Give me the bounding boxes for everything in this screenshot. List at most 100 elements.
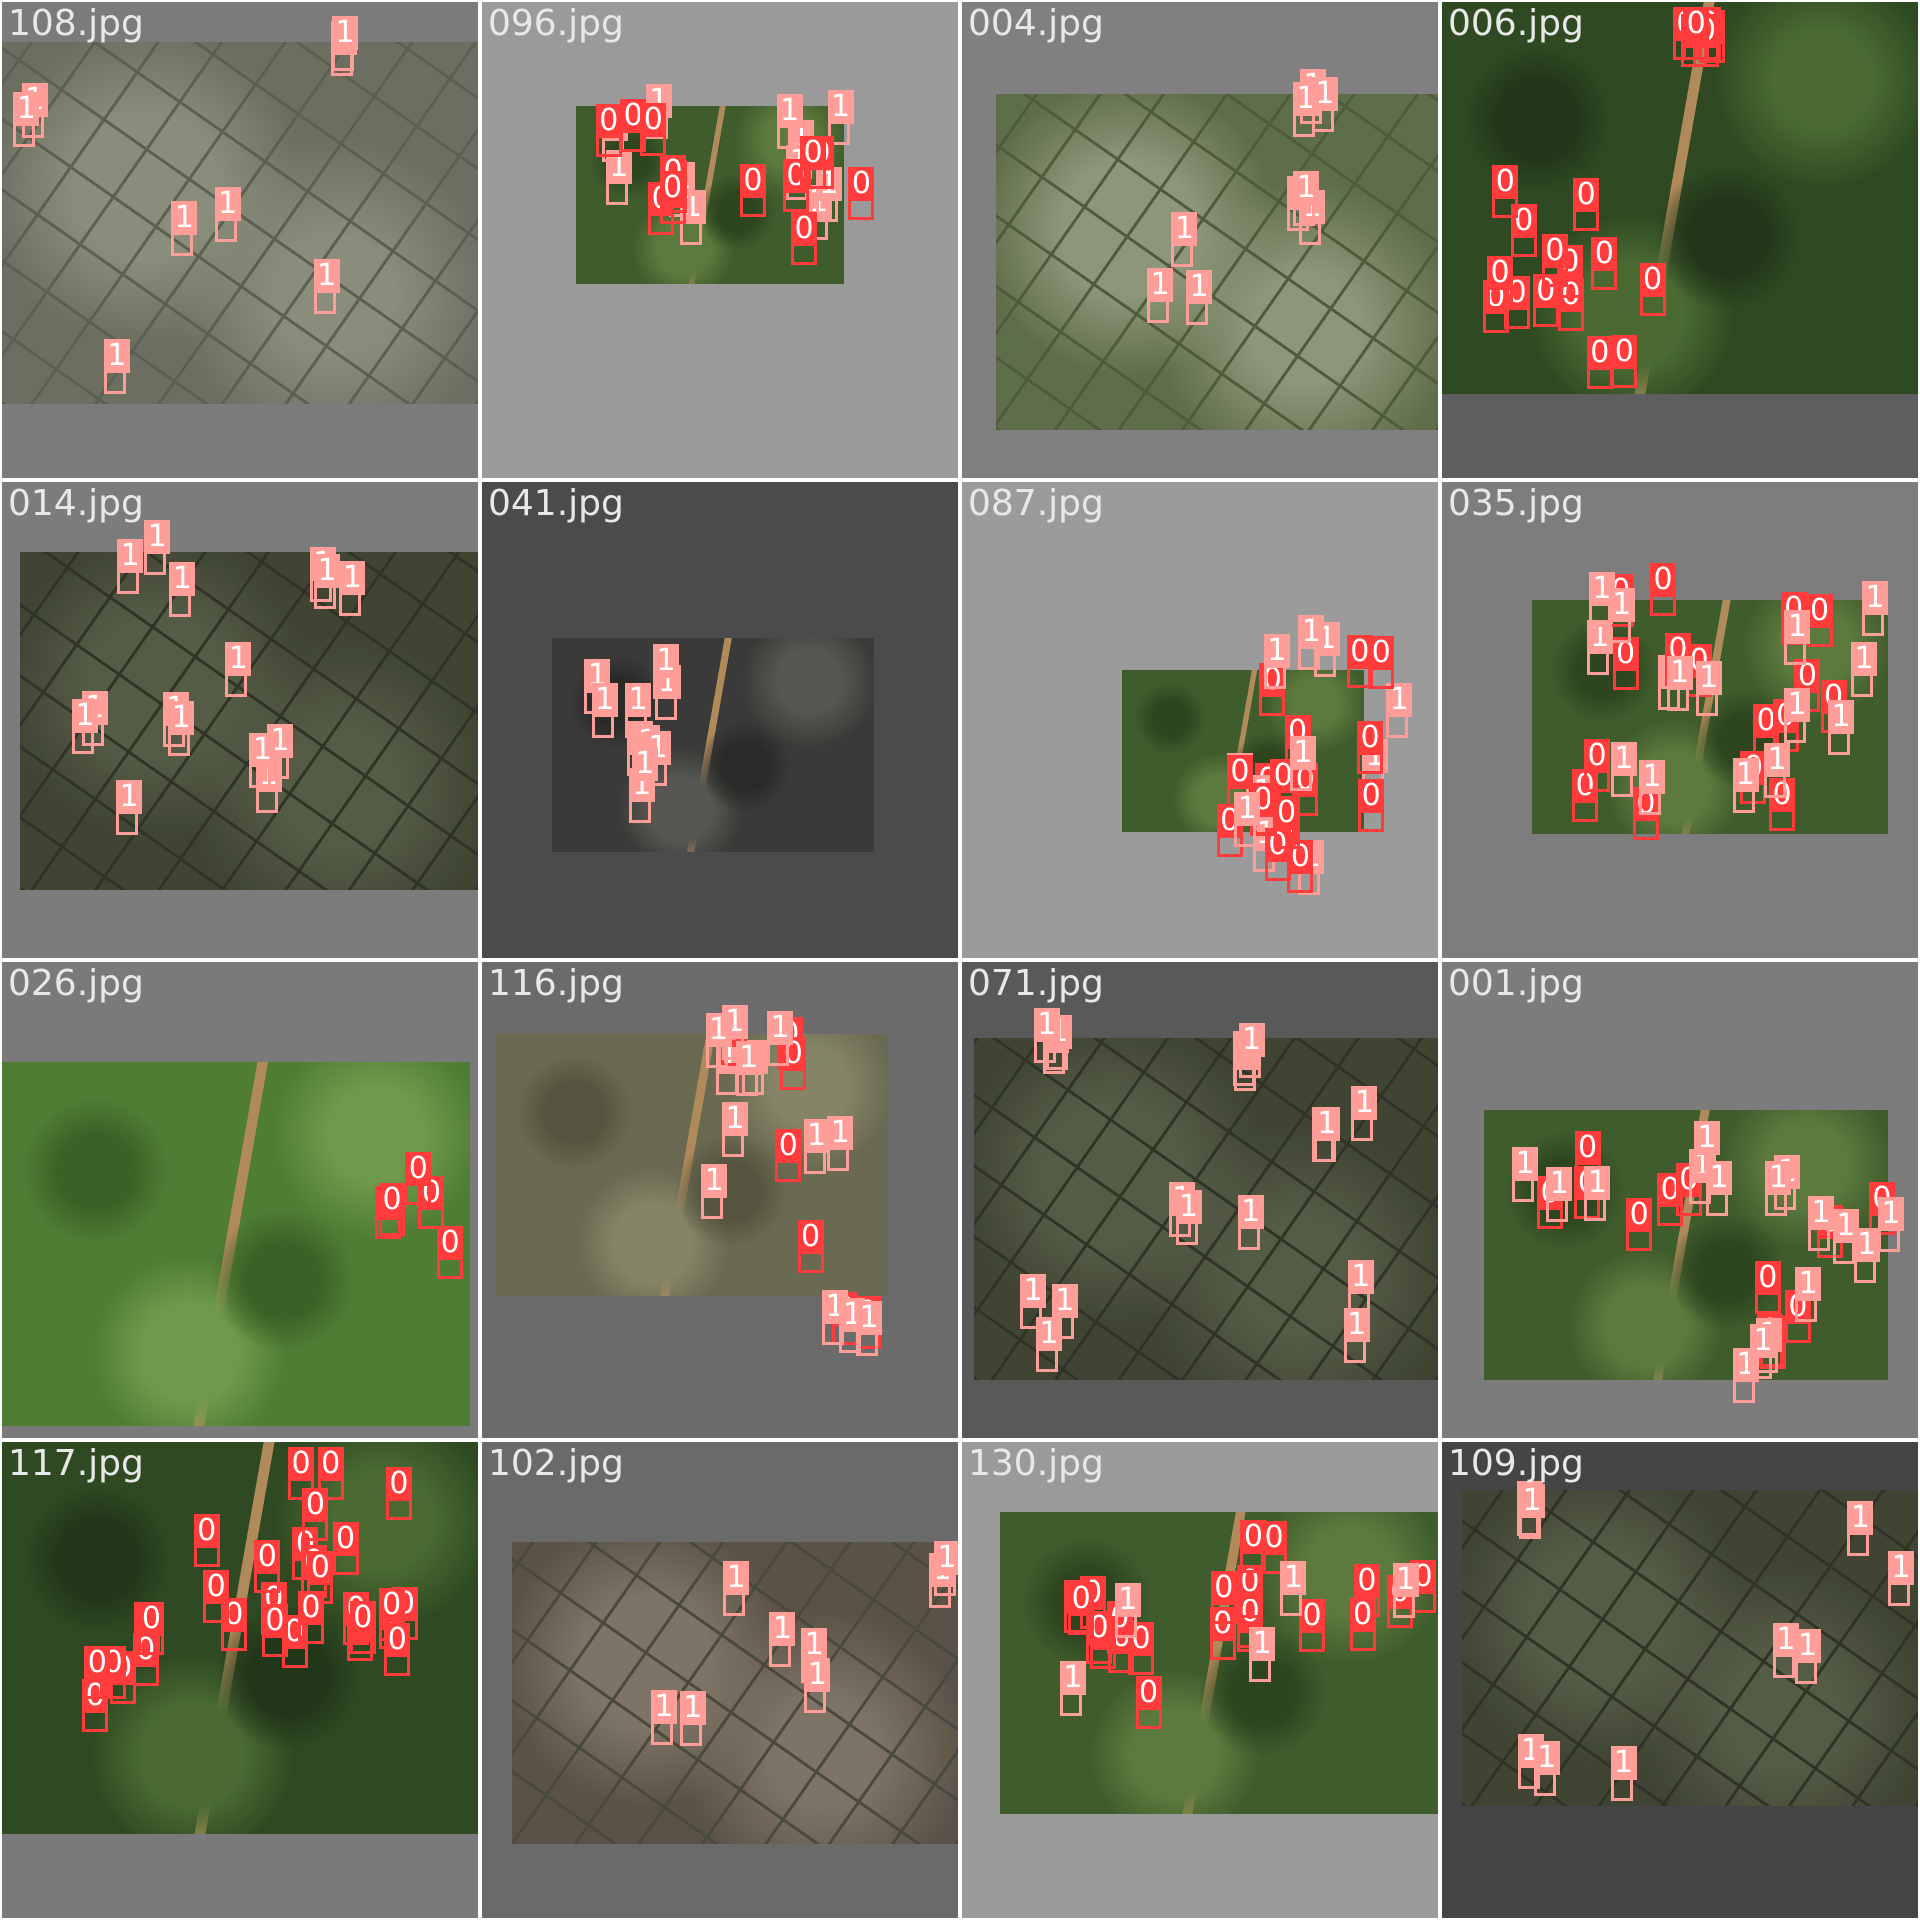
detection-class-label: 1 bbox=[1610, 1745, 1637, 1780]
detection-class-label: 0 bbox=[1237, 1595, 1264, 1630]
detection-class-label: 1 bbox=[1795, 1266, 1822, 1301]
detection-class-label: 0 bbox=[437, 1226, 464, 1261]
detection-box: 1 bbox=[1847, 1500, 1874, 1556]
detection-class-label: 1 bbox=[1386, 683, 1413, 718]
mosaic-tile[interactable]: 035.jpg1110000000000000000111111111111 bbox=[1442, 482, 1918, 958]
tile-filename: 004.jpg bbox=[968, 3, 1104, 44]
detection-box: 1 bbox=[1293, 171, 1320, 227]
detection-class-label: 0 bbox=[384, 1622, 411, 1657]
aerial-photo bbox=[2, 1062, 470, 1426]
detection-box: 1 bbox=[1794, 1628, 1821, 1684]
tile-filename: 026.jpg bbox=[8, 963, 144, 1004]
detection-class-label: 0 bbox=[1135, 1675, 1162, 1710]
detection-box: 1 bbox=[1666, 656, 1693, 712]
detection-box: 1 bbox=[1351, 1086, 1378, 1142]
detection-class-label: 1 bbox=[1238, 1022, 1265, 1057]
detection-box: 1 bbox=[1298, 614, 1325, 670]
detection-box: 0 bbox=[82, 1679, 109, 1733]
detection-class-label: 0 bbox=[1754, 1260, 1781, 1295]
detection-class-label: 0 bbox=[1068, 1581, 1095, 1616]
detection-box: 0 bbox=[138, 1602, 165, 1656]
detection-box: 1 bbox=[1808, 1195, 1834, 1251]
detection-class-label: 0 bbox=[775, 1129, 802, 1164]
mosaic-tile[interactable]: 014.jpg111111111111111 bbox=[2, 482, 478, 958]
tile-filename: 014.jpg bbox=[8, 483, 144, 524]
detection-box: 1 bbox=[214, 187, 241, 243]
detection-box: 1 bbox=[103, 339, 130, 395]
detection-class-label: 0 bbox=[288, 1447, 315, 1481]
detection-box: 0 bbox=[1557, 278, 1584, 332]
detection-box: 1 bbox=[1347, 1259, 1374, 1315]
detection-class-label: 1 bbox=[1638, 759, 1665, 794]
detection-class-label: 1 bbox=[116, 779, 143, 814]
detection-box: 1 bbox=[839, 1297, 866, 1353]
mosaic-tile[interactable]: 096.jpg111111111110000000000000 bbox=[482, 2, 958, 478]
detection-box: 1 bbox=[13, 92, 40, 148]
detection-class-label: 1 bbox=[827, 1115, 854, 1150]
detection-class-label: 1 bbox=[723, 1560, 750, 1595]
detection-box: 0 bbox=[1358, 778, 1385, 832]
detection-box: 1 bbox=[679, 189, 706, 245]
detection-class-label: 1 bbox=[1784, 687, 1811, 722]
detection-box: 1 bbox=[1586, 620, 1613, 676]
aerial-photo bbox=[2, 42, 478, 404]
detection-box: 0 bbox=[1541, 233, 1568, 287]
detection-class-label: 1 bbox=[1851, 641, 1878, 676]
tile-filename: 041.jpg bbox=[488, 483, 624, 524]
mosaic-tile[interactable]: 130.jpg00000000000000000000011111 bbox=[962, 1442, 1438, 1918]
detection-class-label: 1 bbox=[591, 682, 618, 717]
detection-box: 1 bbox=[654, 665, 681, 721]
detection-class-label: 1 bbox=[1311, 76, 1338, 111]
tile-filename: 116.jpg bbox=[488, 963, 624, 1004]
detection-class-label: 1 bbox=[1263, 633, 1290, 668]
detection-box: 1 bbox=[1828, 700, 1855, 756]
detection-class-label: 0 bbox=[797, 1219, 824, 1254]
detection-box: 0 bbox=[659, 170, 686, 224]
detection-class-label: 0 bbox=[1226, 755, 1253, 790]
detection-box: 0 bbox=[1128, 1621, 1155, 1675]
detection-class-label: 1 bbox=[1533, 1740, 1560, 1775]
mosaic-tile[interactable]: 117.jpg000000000000000000000000000000 bbox=[2, 1442, 478, 1918]
tile-filename: 108.jpg bbox=[8, 3, 144, 44]
detection-class-label: 1 bbox=[804, 1657, 831, 1692]
detection-box: 1 bbox=[934, 1541, 958, 1597]
detection-box: 1 bbox=[1238, 1022, 1265, 1078]
detection-box: 1 bbox=[314, 554, 341, 610]
detection-class-label: 1 bbox=[776, 94, 803, 129]
mosaic-tile[interactable]: 071.jpg11111111111111111 bbox=[962, 962, 1438, 1438]
detection-class-label: 0 bbox=[1357, 720, 1384, 755]
detection-class-label: 0 bbox=[595, 103, 622, 138]
detection-box: 1 bbox=[1114, 1583, 1141, 1639]
mosaic-tile[interactable]: 087.jpg1111000000000111000000001111 bbox=[962, 482, 1438, 958]
detection-class-label: 1 bbox=[1175, 1190, 1202, 1225]
detection-class-label: 1 bbox=[1347, 1259, 1374, 1294]
detection-class-label: 1 bbox=[1351, 1086, 1378, 1121]
mosaic-tile[interactable]: 116.jpg11100000001111111111 bbox=[482, 962, 958, 1438]
detection-box: 1 bbox=[1588, 572, 1615, 628]
detection-box: 1 bbox=[1638, 759, 1665, 815]
detection-box: 0 bbox=[1349, 1598, 1376, 1652]
detection-box: 1 bbox=[631, 747, 658, 803]
mosaic-tile[interactable]: 001.jpg0000000000001111111111111111 bbox=[1442, 962, 1918, 1438]
detection-class-label: 1 bbox=[1588, 572, 1615, 607]
tile-filename: 102.jpg bbox=[488, 1443, 624, 1484]
detection-class-label: 0 bbox=[378, 1182, 405, 1217]
tile-filename: 001.jpg bbox=[1448, 963, 1584, 1004]
detection-box: 0 bbox=[1299, 1598, 1326, 1652]
detection-box: 0 bbox=[261, 1603, 288, 1657]
detection-box: 1 bbox=[1020, 1274, 1047, 1329]
detection-class-label: 0 bbox=[1650, 563, 1677, 598]
detection-class-label: 0 bbox=[84, 1646, 111, 1681]
detection-box: 0 bbox=[1683, 7, 1710, 60]
detection-box: 0 bbox=[1573, 178, 1600, 232]
detection-box: 0 bbox=[220, 1597, 247, 1651]
detection-class-label: 1 bbox=[1051, 1283, 1078, 1318]
detection-box: 0 bbox=[1586, 335, 1613, 389]
